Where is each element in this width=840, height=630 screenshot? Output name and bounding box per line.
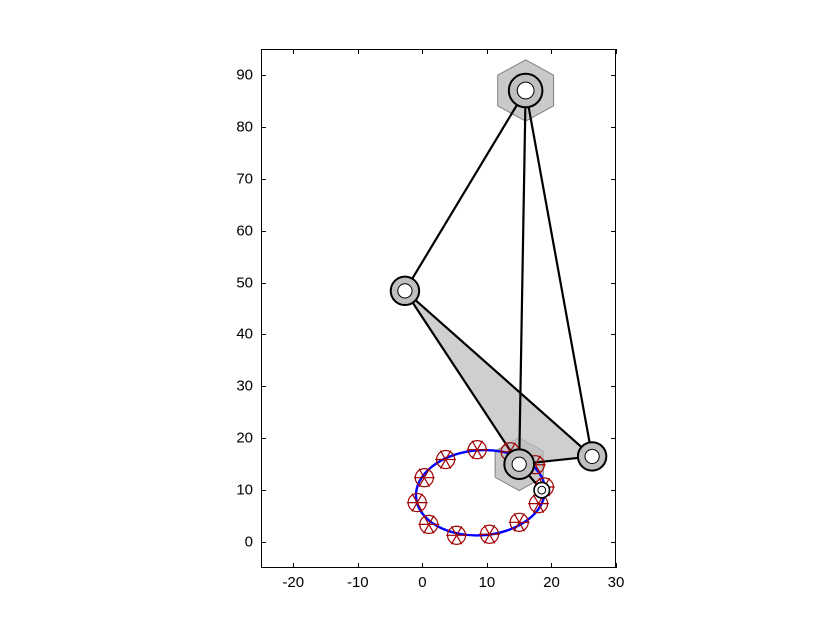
- y-tick-label: 40: [236, 326, 253, 343]
- y-tick-mark: [261, 75, 266, 76]
- x-tick-label: 0: [418, 574, 426, 591]
- joint-inner: [538, 486, 546, 494]
- x-tick-mark: [551, 563, 552, 568]
- y-tick-mark: [261, 386, 266, 387]
- x-tick-label: -20: [282, 574, 304, 591]
- x-tick-mark: [358, 49, 359, 54]
- y-tick-label: 50: [236, 274, 253, 291]
- y-tick-label: 30: [236, 378, 253, 395]
- y-tick-mark: [261, 179, 266, 180]
- y-tick-label: 90: [236, 66, 253, 83]
- y-tick-mark: [261, 438, 266, 439]
- y-tick-mark: [261, 127, 266, 128]
- mechanism-link: [405, 91, 526, 291]
- joint-inner: [585, 449, 599, 463]
- y-tick-label: 80: [236, 118, 253, 135]
- x-tick-mark: [293, 49, 294, 54]
- joint-inner: [512, 457, 526, 471]
- y-tick-mark: [611, 490, 616, 491]
- y-tick-mark: [261, 231, 266, 232]
- plot-overlay: [0, 0, 840, 630]
- y-tick-mark: [611, 75, 616, 76]
- y-tick-mark: [611, 438, 616, 439]
- x-tick-mark: [422, 49, 423, 54]
- y-tick-label: 0: [245, 534, 253, 551]
- y-tick-label: 10: [236, 482, 253, 499]
- y-tick-mark: [261, 283, 266, 284]
- x-tick-mark: [487, 49, 488, 54]
- y-tick-mark: [611, 542, 616, 543]
- y-tick-mark: [611, 127, 616, 128]
- joint-inner: [517, 82, 534, 99]
- joint-inner: [398, 284, 412, 298]
- y-tick-label: 20: [236, 430, 253, 447]
- x-tick-label: -10: [347, 574, 369, 591]
- y-tick-label: 60: [236, 222, 253, 239]
- y-tick-mark: [611, 386, 616, 387]
- y-tick-label: 70: [236, 170, 253, 187]
- x-tick-mark: [616, 49, 617, 54]
- y-tick-mark: [261, 334, 266, 335]
- x-tick-mark: [293, 563, 294, 568]
- x-tick-label: 20: [543, 574, 560, 591]
- x-tick-mark: [616, 563, 617, 568]
- mechanism-link: [526, 91, 592, 457]
- x-tick-mark: [551, 49, 552, 54]
- x-tick-label: 10: [479, 574, 496, 591]
- figure-canvas: -20 -10 0 10 20 30 0 10 20 30 40 50 60 70 80 90: [0, 0, 840, 630]
- x-tick-label: 30: [608, 574, 625, 591]
- x-tick-mark: [358, 563, 359, 568]
- y-tick-mark: [261, 542, 266, 543]
- y-tick-mark: [611, 283, 616, 284]
- y-tick-mark: [611, 334, 616, 335]
- y-tick-mark: [611, 179, 616, 180]
- x-tick-mark: [422, 563, 423, 568]
- y-tick-mark: [611, 231, 616, 232]
- x-tick-mark: [487, 563, 488, 568]
- y-tick-mark: [261, 490, 266, 491]
